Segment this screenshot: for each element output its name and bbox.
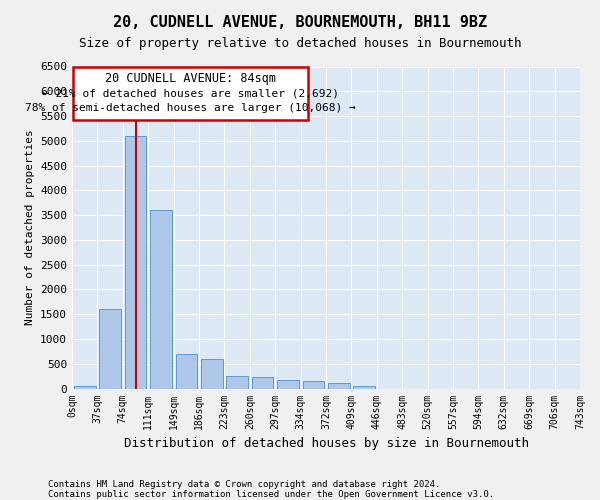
Y-axis label: Number of detached properties: Number of detached properties: [25, 130, 35, 326]
Bar: [74, 386, 95, 388]
Bar: [302, 380, 324, 388]
X-axis label: Distribution of detached houses by size in Bournemouth: Distribution of detached houses by size …: [124, 437, 529, 450]
Bar: [125, 136, 146, 388]
Text: Contains HM Land Registry data © Crown copyright and database right 2024.: Contains HM Land Registry data © Crown c…: [48, 480, 440, 489]
Bar: [176, 354, 197, 388]
FancyBboxPatch shape: [73, 68, 308, 120]
Bar: [100, 310, 121, 388]
Bar: [150, 210, 172, 388]
Text: 78% of semi-detached houses are larger (10,068) →: 78% of semi-detached houses are larger (…: [25, 103, 356, 113]
Bar: [252, 377, 274, 388]
Bar: [328, 383, 350, 388]
Bar: [201, 359, 223, 388]
Text: Contains public sector information licensed under the Open Government Licence v3: Contains public sector information licen…: [48, 490, 494, 499]
Text: ← 21% of detached houses are smaller (2,692): ← 21% of detached houses are smaller (2,…: [42, 88, 339, 99]
Text: 20, CUDNELL AVENUE, BOURNEMOUTH, BH11 9BZ: 20, CUDNELL AVENUE, BOURNEMOUTH, BH11 9B…: [113, 15, 487, 30]
Bar: [277, 380, 299, 388]
Bar: [353, 386, 375, 388]
Text: Size of property relative to detached houses in Bournemouth: Size of property relative to detached ho…: [79, 38, 521, 51]
Bar: [226, 376, 248, 388]
Text: 20 CUDNELL AVENUE: 84sqm: 20 CUDNELL AVENUE: 84sqm: [105, 72, 276, 86]
